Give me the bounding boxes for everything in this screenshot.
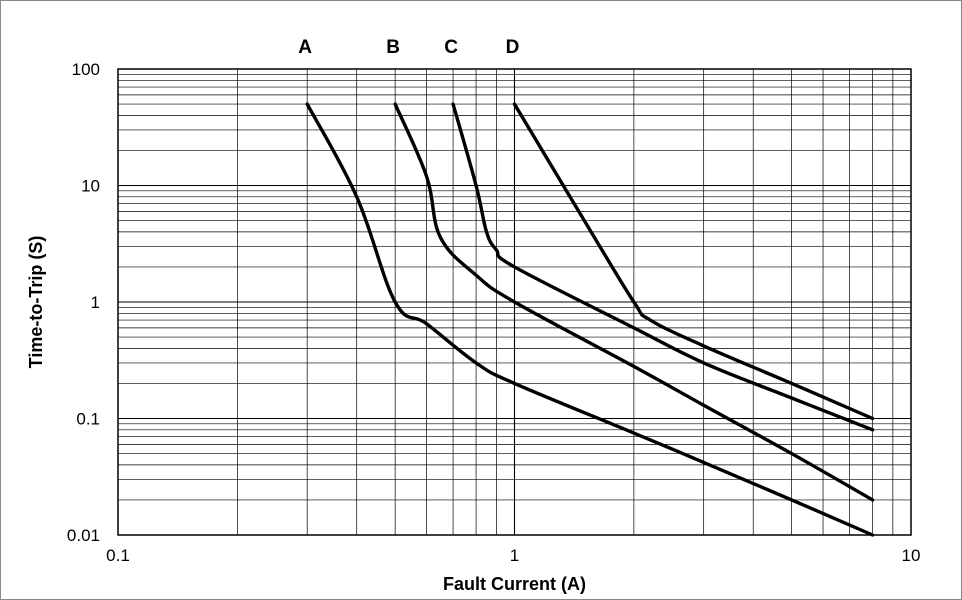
y-axis-title: Time-to-Trip (S) xyxy=(26,236,46,369)
curve-label-d: D xyxy=(506,37,520,58)
x-tick-label: 1 xyxy=(510,546,519,565)
curve-label-c: C xyxy=(444,37,458,58)
x-tick-labels: 0.1 1 10 xyxy=(106,546,920,565)
curve-label-b: B xyxy=(386,37,400,58)
curve-c xyxy=(451,102,875,432)
y-tick-label: 100 xyxy=(72,60,100,79)
curve-label-a: A xyxy=(298,37,312,58)
curve-a xyxy=(305,102,875,537)
y-tick-label: 10 xyxy=(81,177,100,196)
curves xyxy=(305,102,875,537)
x-axis-title: Fault Current (A) xyxy=(443,574,586,594)
curve-d xyxy=(512,102,875,421)
y-tick-label: 0.01 xyxy=(67,526,100,545)
curve-b xyxy=(393,102,875,502)
grid xyxy=(118,69,911,535)
y-tick-labels: 100 10 1 0.1 0.01 xyxy=(67,60,100,545)
curve-labels: A B C D xyxy=(298,37,519,58)
y-tick-label: 1 xyxy=(91,293,100,312)
x-tick-label: 10 xyxy=(902,546,921,565)
plot-border xyxy=(117,68,912,536)
y-tick-label: 0.1 xyxy=(76,410,100,429)
x-tick-label: 0.1 xyxy=(106,546,130,565)
